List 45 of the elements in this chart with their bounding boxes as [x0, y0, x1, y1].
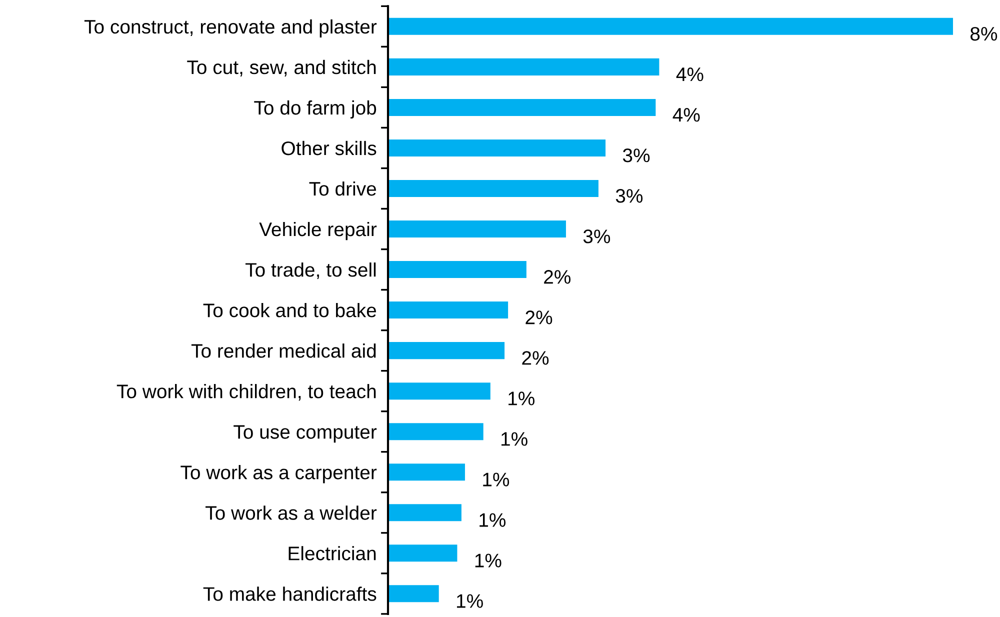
- y-tick-label: To work as a welder: [206, 506, 377, 520]
- data-label: 2%: [526, 310, 552, 324]
- y-tick-label: To work with children, to teach: [116, 384, 376, 401]
- data-label: 2%: [522, 351, 549, 365]
- data-label: 1%: [508, 392, 534, 406]
- data-label: 1%: [501, 432, 528, 446]
- bar: [388, 585, 439, 602]
- y-tick-label: To construct, renovate and plaster: [84, 19, 377, 38]
- bar: [388, 423, 484, 440]
- bar: [388, 302, 508, 319]
- data-label: 3%: [616, 189, 643, 203]
- bar: [388, 220, 566, 238]
- y-tick-label: To drive: [309, 181, 376, 196]
- data-label: 4%: [672, 108, 700, 122]
- y-tick-label: Other skills: [282, 140, 376, 156]
- y-tick-label: To cut, sew, and stitch: [187, 60, 376, 76]
- y-tick-label: To work as a carpenter: [180, 465, 377, 484]
- data-label: 1%: [457, 594, 483, 608]
- data-label: 2%: [544, 270, 571, 284]
- y-tick-label: To trade, to sell: [245, 262, 376, 280]
- y-tick-label: Electrician: [288, 546, 376, 560]
- data-label: 4%: [676, 68, 704, 82]
- data-label: 1%: [475, 554, 502, 568]
- data-label: 3%: [583, 230, 610, 244]
- bar: [388, 139, 606, 156]
- bar: [388, 261, 526, 278]
- bar: [388, 382, 490, 400]
- bar: [388, 18, 953, 35]
- y-tick-label: To cook and to bake: [203, 302, 376, 318]
- bar: [388, 180, 598, 197]
- y-tick-label: Vehicle repair: [259, 222, 377, 240]
- bar: [388, 464, 465, 481]
- data-label: 1%: [483, 472, 510, 486]
- bar: [388, 504, 462, 522]
- data-label: 8%: [970, 26, 998, 41]
- bar: [388, 98, 656, 116]
- y-tick-label: To make handicrafts: [203, 586, 376, 601]
- bar: [388, 58, 660, 76]
- bar: [388, 544, 458, 562]
- data-label: 1%: [480, 513, 506, 527]
- data-label: 3%: [622, 148, 650, 162]
- y-tick-label: To render medical aid: [191, 344, 376, 358]
- y-tick-label: To use computer: [234, 425, 377, 443]
- y-tick-label: To do farm job: [254, 100, 376, 119]
- bar: [388, 342, 505, 360]
